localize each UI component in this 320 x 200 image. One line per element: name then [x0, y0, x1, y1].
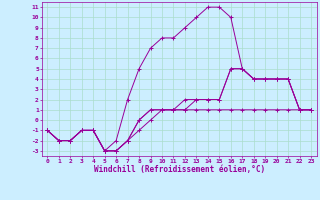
X-axis label: Windchill (Refroidissement éolien,°C): Windchill (Refroidissement éolien,°C) — [94, 165, 265, 174]
